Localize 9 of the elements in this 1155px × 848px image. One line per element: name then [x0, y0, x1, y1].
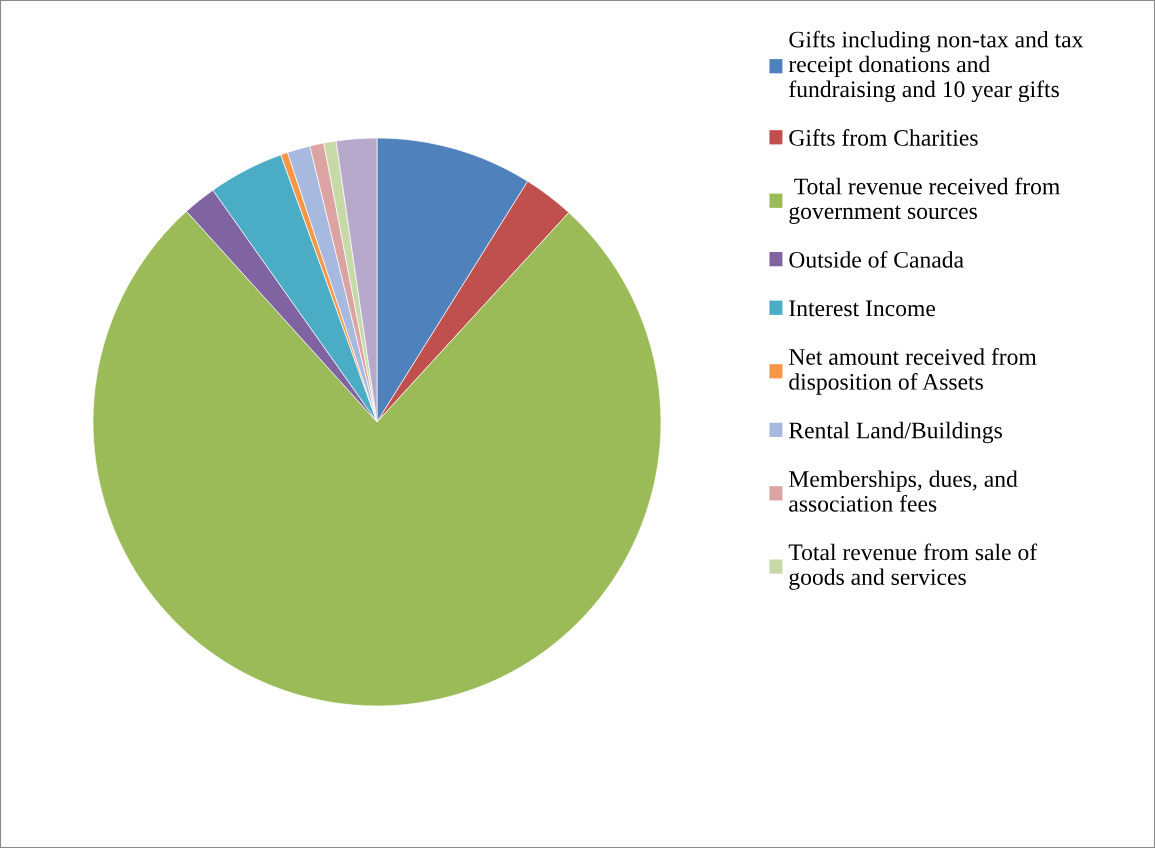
legend-label: Memberships, dues, and association fees [789, 470, 1018, 512]
legend-label: Rental Land/Buildings [789, 421, 1002, 444]
legend-label: Outside of Canada [789, 250, 964, 268]
legend-label: Total revenue from sale of goods and services [788, 543, 1038, 590]
legend-label: Gifts from Charities [789, 129, 978, 146]
legend-label: Total revenue received from government sources [789, 177, 1060, 224]
legend-label: Interest Income [789, 300, 936, 317]
legend-label: Gifts including non-tax and tax receipt donations and fundraising and 10 year gifts [788, 30, 1084, 103]
legend-label: Net amount received from disposition of Assets [789, 348, 1037, 395]
